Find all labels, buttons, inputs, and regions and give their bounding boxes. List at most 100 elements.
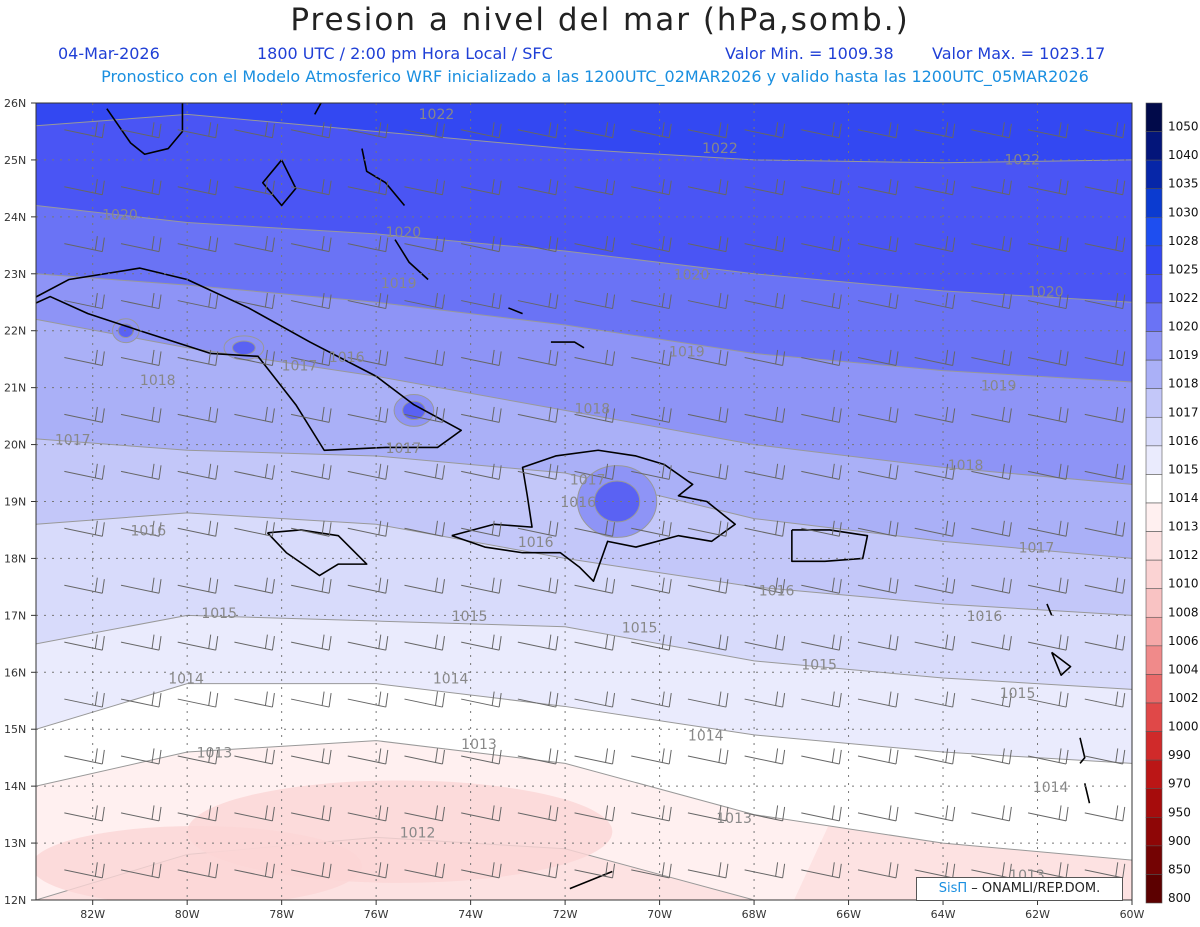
wind-barb (1084, 634, 1126, 651)
colorbar-label: 1013 (1168, 520, 1199, 534)
wind-barb (234, 691, 275, 708)
lat-label: 16N (4, 666, 26, 679)
wind-barb (64, 463, 105, 480)
wind-barb (404, 122, 445, 139)
contour-label: 1016 (518, 535, 554, 551)
wind-barb (631, 634, 672, 651)
high-cell (232, 340, 256, 356)
wind-barb (631, 463, 672, 480)
colorbar-swatch (1145, 302, 1163, 332)
colorbar-swatch (1145, 502, 1163, 532)
colorbar-label: 950 (1168, 805, 1191, 819)
wind-barb (347, 805, 389, 822)
contour-label: 1014 (433, 672, 469, 688)
colorbar-label: 1030 (1168, 205, 1199, 219)
wind-barb (687, 805, 729, 822)
wind-barb (234, 577, 275, 594)
wind-barb (631, 179, 672, 196)
wind-barb (120, 349, 162, 366)
wind-barb (971, 577, 1012, 594)
wind-barb (744, 406, 786, 423)
wind-barb (1027, 691, 1069, 708)
wind-barb (744, 122, 786, 139)
wind-barb (64, 748, 105, 765)
wind-barb (574, 520, 616, 537)
colorbar-swatch (1145, 245, 1163, 275)
wind-barb (1027, 748, 1069, 765)
wind-barb (177, 236, 219, 253)
lon-label: 80W (175, 908, 200, 921)
wind-barb (234, 349, 275, 366)
wind-barb (801, 292, 842, 310)
colorbar-swatch (1145, 216, 1163, 247)
wind-barb (347, 691, 389, 708)
wind-barb (857, 406, 899, 423)
pressure-cells (36, 318, 658, 900)
contour-label: 1019 (981, 378, 1017, 394)
wind-barb (517, 748, 559, 765)
colorbar-label: 1006 (1168, 634, 1199, 648)
forecast-date: 04-Mar-2026 (58, 44, 160, 63)
wind-barb (687, 520, 729, 537)
wind-barb (857, 691, 899, 708)
lat-label: 23N (4, 268, 26, 281)
wind-barb (1084, 691, 1126, 708)
wind-barb (857, 748, 899, 765)
colorbar-swatch (1145, 588, 1163, 618)
wind-barb (177, 292, 219, 310)
colorbar-label: 1022 (1168, 291, 1199, 305)
wind-barb (64, 236, 105, 253)
wind-barb (801, 236, 842, 253)
lat-label: 26N (4, 97, 26, 110)
wind-barb (971, 122, 1012, 139)
wind-barb (64, 292, 105, 310)
wind-barb (347, 236, 389, 253)
wind-barb (631, 748, 672, 765)
wind-barb (801, 463, 842, 480)
contour-label: 1014 (688, 729, 724, 745)
contour-label: 1019 (381, 276, 417, 292)
wind-barb (1084, 179, 1126, 196)
wind-barb (177, 634, 219, 651)
lon-label: 70W (647, 908, 672, 921)
contour-label: 1015 (801, 657, 837, 673)
wind-barb (631, 236, 672, 253)
wind-barb (177, 349, 219, 366)
lat-label: 21N (4, 382, 26, 395)
wind-barb (857, 292, 899, 310)
wind-barb (631, 520, 672, 537)
wind-barb (404, 463, 445, 480)
wind-barb (234, 179, 275, 196)
contour-label: 1018 (575, 401, 611, 417)
lat-label: 14N (4, 780, 26, 793)
wind-barb (234, 862, 275, 879)
lon-label: 78W (269, 908, 294, 921)
contour-label: 1016 (130, 524, 166, 540)
coastline (791, 529, 869, 563)
colorbar-swatch (1145, 702, 1163, 732)
credit-box: SisΠ – ONAMLI/REP.DOM. (916, 877, 1123, 901)
wind-barb (744, 236, 786, 253)
wind-barb (1084, 406, 1126, 423)
wind-barb (234, 406, 275, 423)
wind-barb (517, 236, 559, 253)
colorbar-label: 970 (1168, 777, 1191, 791)
wind-barb (120, 577, 162, 594)
wind-barb (687, 179, 729, 196)
contour-label: 1015 (201, 606, 237, 622)
wind-barb (64, 349, 105, 366)
coastline (266, 529, 368, 577)
wind-barb (1027, 520, 1069, 537)
colorbar-swatch (1145, 188, 1163, 218)
credit-text: – ONAMLI/REP.DOM. (967, 881, 1101, 896)
wind-barb (347, 463, 389, 480)
wind-barb (914, 805, 956, 822)
wind-barb (687, 634, 729, 651)
contour-label: 1013 (461, 737, 497, 753)
wind-barb (574, 292, 616, 310)
lat-label: 15N (4, 723, 26, 736)
colorbar-label: 1008 (1168, 605, 1199, 619)
wind-barb (914, 406, 956, 423)
wind-barb (461, 236, 502, 253)
wind-barb (1084, 577, 1126, 594)
